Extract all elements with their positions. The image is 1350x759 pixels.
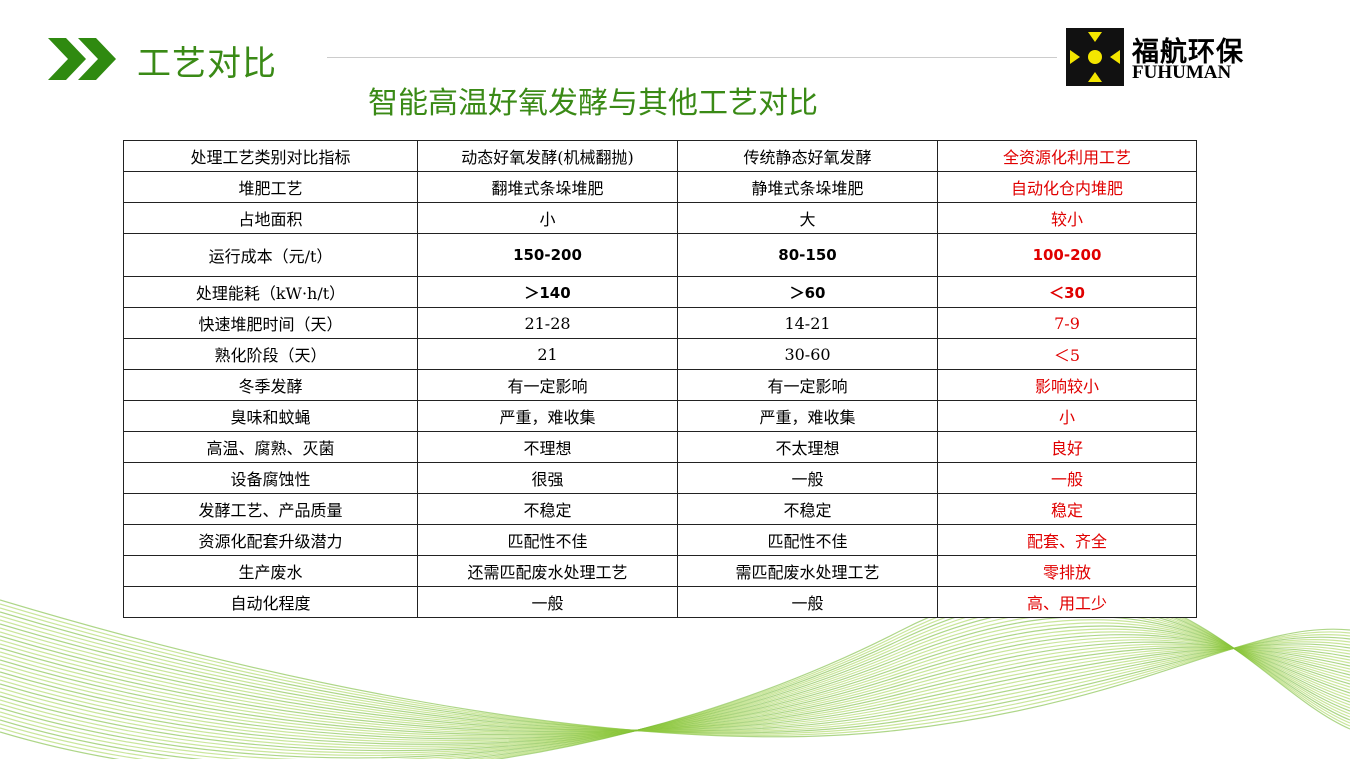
table-cell: ＞140 <box>417 276 678 308</box>
table-cell: 很强 <box>417 462 678 494</box>
table-row: 快速堆肥时间（天） 21-28 14-21 7-9 <box>123 307 1197 339</box>
table-cell: 自动化仓内堆肥 <box>937 171 1197 203</box>
table-cell: 匹配性不佳 <box>677 524 938 556</box>
table-cell: 150-200 <box>417 233 678 277</box>
table-cell: 大 <box>677 202 938 234</box>
double-chevron-icon <box>48 38 116 80</box>
table-cell: 14-21 <box>677 307 938 339</box>
table-cell: 全资源化利用工艺 <box>937 140 1197 172</box>
wave-line <box>0 628 1350 743</box>
table-row: 发酵工艺、产品质量 不稳定 不稳定 稳定 <box>123 493 1197 525</box>
table-cell: 影响较小 <box>937 369 1197 401</box>
table-cell: 翻堆式条垛堆肥 <box>417 171 678 203</box>
table-cell: 一般 <box>937 462 1197 494</box>
table-cell: 一般 <box>677 462 938 494</box>
row-label-cell: 设备腐蚀性 <box>123 462 418 494</box>
table-cell: 30-60 <box>677 338 938 370</box>
row-label-cell: 发酵工艺、产品质量 <box>123 493 418 525</box>
table-row: 臭味和蚊蝇 严重，难收集 严重，难收集小 <box>123 400 1197 432</box>
table-header-row: 处理工艺类别对比指标 动态好氧发酵(机械翻抛) 传统静态好氧发酵 全资源化利用工艺 <box>123 140 1197 172</box>
table-row: 熟化阶段（天） 21 30-60 ＜5 <box>123 338 1197 370</box>
table-cell: 零排放 <box>937 555 1197 587</box>
row-label-cell: 高温、腐熟、灭菌 <box>123 431 418 463</box>
row-label-cell: 堆肥工艺 <box>123 171 418 203</box>
table-cell: 严重，难收集 <box>417 400 678 432</box>
table-row: 自动化程度 一般 一般 高、用工少 <box>123 586 1197 618</box>
table-row: 堆肥工艺 翻堆式条垛堆肥 静堆式条垛堆肥 自动化仓内堆肥 <box>123 171 1197 203</box>
divider <box>327 57 1057 58</box>
table-row: 生产废水 还需匹配废水处理工艺 需匹配废水处理工艺 零排放 <box>123 555 1197 587</box>
table-row: 设备腐蚀性 很强 一般 一般 <box>123 462 1197 494</box>
table-cell: 还需匹配废水处理工艺 <box>417 555 678 587</box>
table-cell: 不稳定 <box>417 493 678 525</box>
table-cell: 静堆式条垛堆肥 <box>677 171 938 203</box>
wave-line <box>0 596 1350 759</box>
table-row: 冬季发酵 有一定影响 有一定影响 影响较小 <box>123 369 1197 401</box>
row-label-cell: 冬季发酵 <box>123 369 418 401</box>
row-label-cell: 资源化配套升级潜力 <box>123 524 418 556</box>
table-cell: 严重，难收集 <box>677 400 938 432</box>
logo-cn-text: 福航环保 <box>1132 37 1244 68</box>
table-row: 运行成本（元/t） 150-200 80-150 100-200 <box>123 233 1197 277</box>
comparison-table: 处理工艺类别对比指标 动态好氧发酵(机械翻抛) 传统静态好氧发酵 全资源化利用工艺 堆肥… <box>123 140 1197 618</box>
row-label-cell: 快速堆肥时间（天） <box>123 307 418 339</box>
logo-en-text: FUHUMAN <box>1132 62 1232 83</box>
table-cell: 不理想 <box>417 431 678 463</box>
table-cell: 7-9 <box>937 307 1197 339</box>
table-cell: 不稳定 <box>677 493 938 525</box>
table-cell: 高、用工少 <box>937 586 1197 618</box>
row-label-cell: 处理工艺类别对比指标 <box>123 140 418 172</box>
table-cell: ＞60 <box>677 276 938 308</box>
logo-mark-icon <box>1066 28 1124 86</box>
row-label-cell: 占地面积 <box>123 202 418 234</box>
table-cell: 21-28 <box>417 307 678 339</box>
table-cell: 小 <box>417 202 678 234</box>
table-cell: 小 <box>937 400 1197 432</box>
row-label-cell: 臭味和蚊蝇 <box>123 400 418 432</box>
row-label-cell: 生产废水 <box>123 555 418 587</box>
page-title: 智能高温好氧发酵与其他工艺对比 <box>368 86 818 121</box>
logo: 福航环保 FUHUMAN <box>1066 28 1256 86</box>
table-cell: 稳定 <box>937 493 1197 525</box>
row-label-cell: 熟化阶段（天） <box>123 338 418 370</box>
table-cell: 21 <box>417 338 678 370</box>
section-title: 工艺对比 <box>137 44 277 84</box>
table-cell: 一般 <box>677 586 938 618</box>
table-cell: 良好 <box>937 431 1197 463</box>
table-cell: 有一定影响 <box>677 369 938 401</box>
table-cell: 一般 <box>417 586 678 618</box>
table-cell: 不太理想 <box>677 431 938 463</box>
row-label-cell: 处理能耗（kW·h/t） <box>123 276 418 308</box>
wave-line <box>0 639 1350 732</box>
table-cell: 有一定影响 <box>417 369 678 401</box>
table-cell: 传统静态好氧发酵 <box>677 140 938 172</box>
table-cell: 动态好氧发酵(机械翻抛) <box>417 140 678 172</box>
table-cell: 80-150 <box>677 233 938 277</box>
table-cell: ＜5 <box>937 338 1197 370</box>
table-cell: 匹配性不佳 <box>417 524 678 556</box>
background-waves <box>0 585 1350 759</box>
row-label-cell: 运行成本（元/t） <box>123 233 418 277</box>
table-cell: 需匹配废水处理工艺 <box>677 555 938 587</box>
wave-line <box>0 585 1350 759</box>
table-row: 高温、腐熟、灭菌 不理想 不太理想 良好 <box>123 431 1197 463</box>
wave-line <box>0 599 1350 738</box>
wave-line <box>0 607 1350 735</box>
table-cell: 100-200 <box>937 233 1197 277</box>
table-cell: ＜30 <box>937 276 1197 308</box>
table-cell: 配套、齐全 <box>937 524 1197 556</box>
row-label-cell: 自动化程度 <box>123 586 418 618</box>
table-row: 资源化配套升级潜力 匹配性不佳 匹配性不佳 配套、齐全 <box>123 524 1197 556</box>
table-row: 占地面积小大较小 <box>123 202 1197 234</box>
table-cell: 较小 <box>937 202 1197 234</box>
wave-line <box>0 627 1350 732</box>
table-row: 处理能耗（kW·h/t） ＞140 ＞60 ＜30 <box>123 276 1197 308</box>
